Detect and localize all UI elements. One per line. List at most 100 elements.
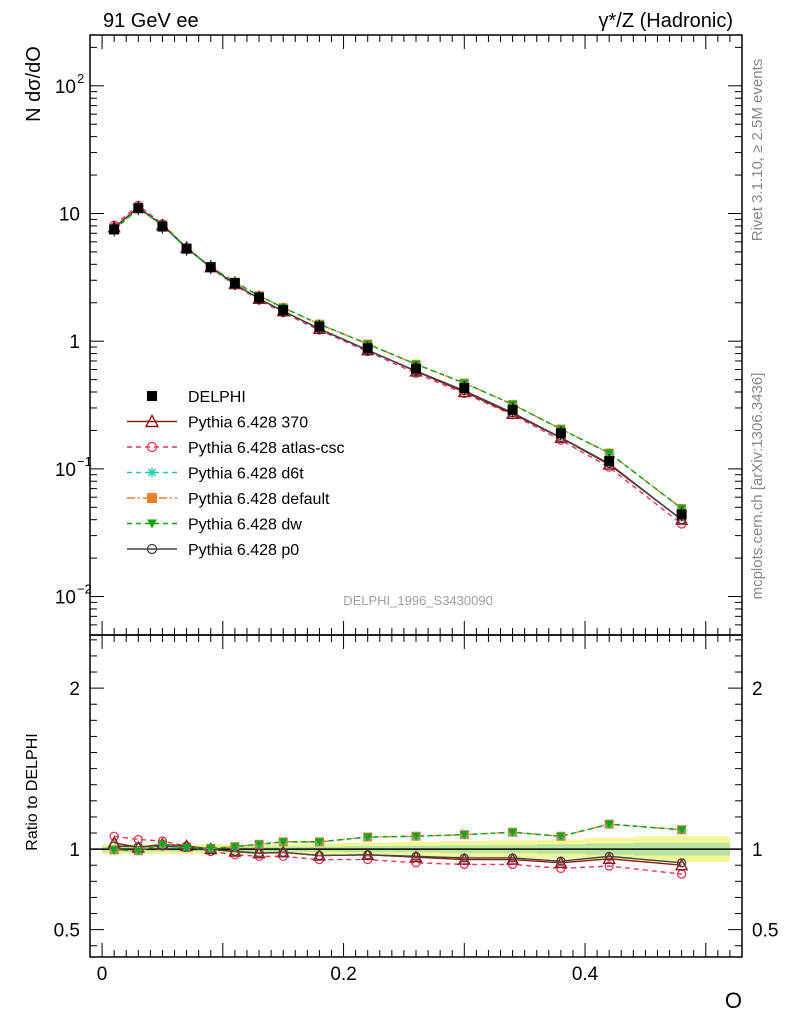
ratio-point-pythia-6-428-p0 xyxy=(411,851,421,862)
legend-marker-pythia-6-428-d6t xyxy=(147,467,157,478)
y-tick-label-base: 10 xyxy=(55,77,76,98)
legend-label-pythia-6-428-p0: Pythia 6.428 p0 xyxy=(188,542,299,559)
y-tick-label-exp: −1 xyxy=(77,454,92,469)
data-point-delphi xyxy=(314,321,325,332)
ratio-point-pythia-6-428-dw xyxy=(604,820,614,829)
ratio-point-pythia-6-428-dw xyxy=(109,846,119,855)
ratio-point-pythia-6-428-p0 xyxy=(363,850,373,860)
rivet-version-label: Rivet 3.1.10, ≥ 2.5M events xyxy=(749,59,766,242)
data-point-delphi xyxy=(459,382,470,393)
data-point-delphi xyxy=(411,363,421,374)
ratio-point-pythia-6-428-p0 xyxy=(459,853,469,863)
ratio-point-pythia-6-428-dw xyxy=(206,844,216,853)
ratio-y-tick-label: 0.5 xyxy=(752,921,778,942)
ratio-point-pythia-6-428-dw xyxy=(230,843,240,852)
ratio-line-pythia-6-428-default xyxy=(114,823,682,852)
ratio-point-pythia-6-428-dw xyxy=(363,833,373,842)
ratio-plot-frame xyxy=(89,634,743,958)
y-tick-label: 10 −1 xyxy=(55,454,92,481)
ratio-point-pythia-6-428-370 xyxy=(505,852,520,865)
x-axis-label: O xyxy=(725,988,742,1013)
y-tick-label-base: 10 xyxy=(55,460,76,481)
header-left-title: 91 GeV ee xyxy=(103,10,199,32)
series-line-pythia-6-428-atlas-csc xyxy=(113,204,683,525)
legend-marker-pythia-6-428-dw xyxy=(147,519,157,529)
legend-label-pythia-6-428-atlas-csc: Pythia 6.428 atlas-csc xyxy=(188,440,345,457)
y-tick-label-text: 1 xyxy=(69,332,80,353)
ratio-point-pythia-6-428-atlas-csc xyxy=(411,858,421,868)
ratio-y-tick-label: 2 xyxy=(752,679,763,700)
y-tick-label-exp: −2 xyxy=(77,582,92,597)
y-tick-label: 10 xyxy=(59,204,80,225)
ratio-y-tick-label: 2 xyxy=(69,679,80,700)
mcplots-label: mcplots.cern.ch [arXiv:1306.3436] xyxy=(749,373,766,600)
ratio-point-pythia-6-428-dw xyxy=(314,838,324,847)
data-point-delphi xyxy=(205,262,216,273)
data-point-delphi xyxy=(254,292,265,303)
data-point-delphi xyxy=(676,509,687,520)
ratio-point-pythia-6-428-370 xyxy=(457,852,471,865)
ratio-point-pythia-6-428-370 xyxy=(554,855,568,869)
ratio-y-axis-label: Ratio to DELPHI xyxy=(24,733,41,850)
data-point-delphi xyxy=(362,343,373,354)
legend-label-pythia-6-428-dw: Pythia 6.428 dw xyxy=(188,517,302,534)
data-point-delphi xyxy=(229,278,240,289)
data-point-delphi xyxy=(555,428,566,439)
data-point-delphi xyxy=(157,221,168,232)
y-tick-label: 10 2 xyxy=(55,71,84,98)
star-stroke xyxy=(148,468,156,477)
ratio-point-pythia-6-428-dw xyxy=(278,838,288,847)
legend-marker-pythia-6-428-atlas-csc xyxy=(146,441,158,453)
series-lines xyxy=(113,204,683,875)
ratio-point-pythia-6-428-dw xyxy=(508,828,518,837)
legend: DELPHI Pythia 6.428 370 Pythia 6.428 atlas… xyxy=(127,389,345,559)
ratio-point-pythia-6-428-atlas-csc xyxy=(604,861,614,871)
legend-marker-delphi xyxy=(147,391,157,401)
legend-label-pythia-6-428-default: Pythia 6.428 default xyxy=(188,491,330,508)
ratio-point-pythia-6-428-dw xyxy=(254,840,264,849)
series-line-pythia-6-428-dw xyxy=(113,207,683,509)
data-point-delphi xyxy=(109,224,120,235)
data-point-delphi xyxy=(278,305,289,316)
ratio-point-pythia-6-428-dw xyxy=(133,847,143,856)
legend-label-delphi: DELPHI xyxy=(188,389,246,406)
data-point-delphi xyxy=(133,203,144,214)
y-tick-label-text: 10 xyxy=(59,204,80,225)
y-tick-label-exp: 2 xyxy=(77,71,84,86)
ratio-point-pythia-6-428-370 xyxy=(674,858,689,871)
ratio-point-pythia-6-428-atlas-csc xyxy=(556,863,566,874)
ratio-y-tick-label: 1 xyxy=(69,840,80,861)
main-y-axis-label: N dσ/dO xyxy=(23,46,45,122)
ratio-point-pythia-6-428-dw xyxy=(677,826,687,835)
ratio-y-tick-label: 0.5 xyxy=(54,921,80,942)
data-point-delphi xyxy=(181,243,192,254)
series-markers xyxy=(107,200,689,879)
y-tick-label: 1 xyxy=(69,332,80,353)
legend-label-pythia-6-428-370: Pythia 6.428 370 xyxy=(188,415,308,432)
ratio-line-pythia-6-428-dw xyxy=(114,823,682,852)
legend-marker-pythia-6-428-370 xyxy=(144,414,160,428)
point-pythia-6-428-dw xyxy=(604,449,614,458)
ratio-point-pythia-6-428-atlas-csc xyxy=(109,831,119,841)
ratio-point-pythia-6-428-p0 xyxy=(278,847,288,857)
ratio-point-pythia-6-428-p0 xyxy=(556,856,566,866)
ratio-point-pythia-6-428-dw xyxy=(459,831,469,840)
ratio-point-pythia-6-428-p0 xyxy=(254,848,264,858)
x-tick-label: 0.2 xyxy=(330,964,356,985)
ratio-point-pythia-6-428-p0 xyxy=(676,858,687,868)
legend-marker-pythia-6-428-p0 xyxy=(146,543,158,555)
legend-label-pythia-6-428-d6t: Pythia 6.428 d6t xyxy=(188,466,304,483)
ratio-point-pythia-6-428-p0 xyxy=(604,851,614,862)
x-tick-label: 0 xyxy=(97,964,108,985)
analysis-watermark: DELPHI_1996_S3430090 xyxy=(343,593,493,608)
ratio-point-pythia-6-428-dw xyxy=(157,840,167,849)
header-right-title: γ*/Z (Hadronic) xyxy=(599,10,733,32)
ratio-point-pythia-6-428-p0 xyxy=(507,853,518,863)
ratio-point-pythia-6-428-dw xyxy=(182,844,192,853)
x-tick-label: 0.4 xyxy=(572,964,599,985)
y-tick-label: 10 −2 xyxy=(55,582,92,609)
ratio-point-pythia-6-428-dw xyxy=(411,832,421,841)
ratio-point-pythia-6-428-p0 xyxy=(314,850,325,861)
